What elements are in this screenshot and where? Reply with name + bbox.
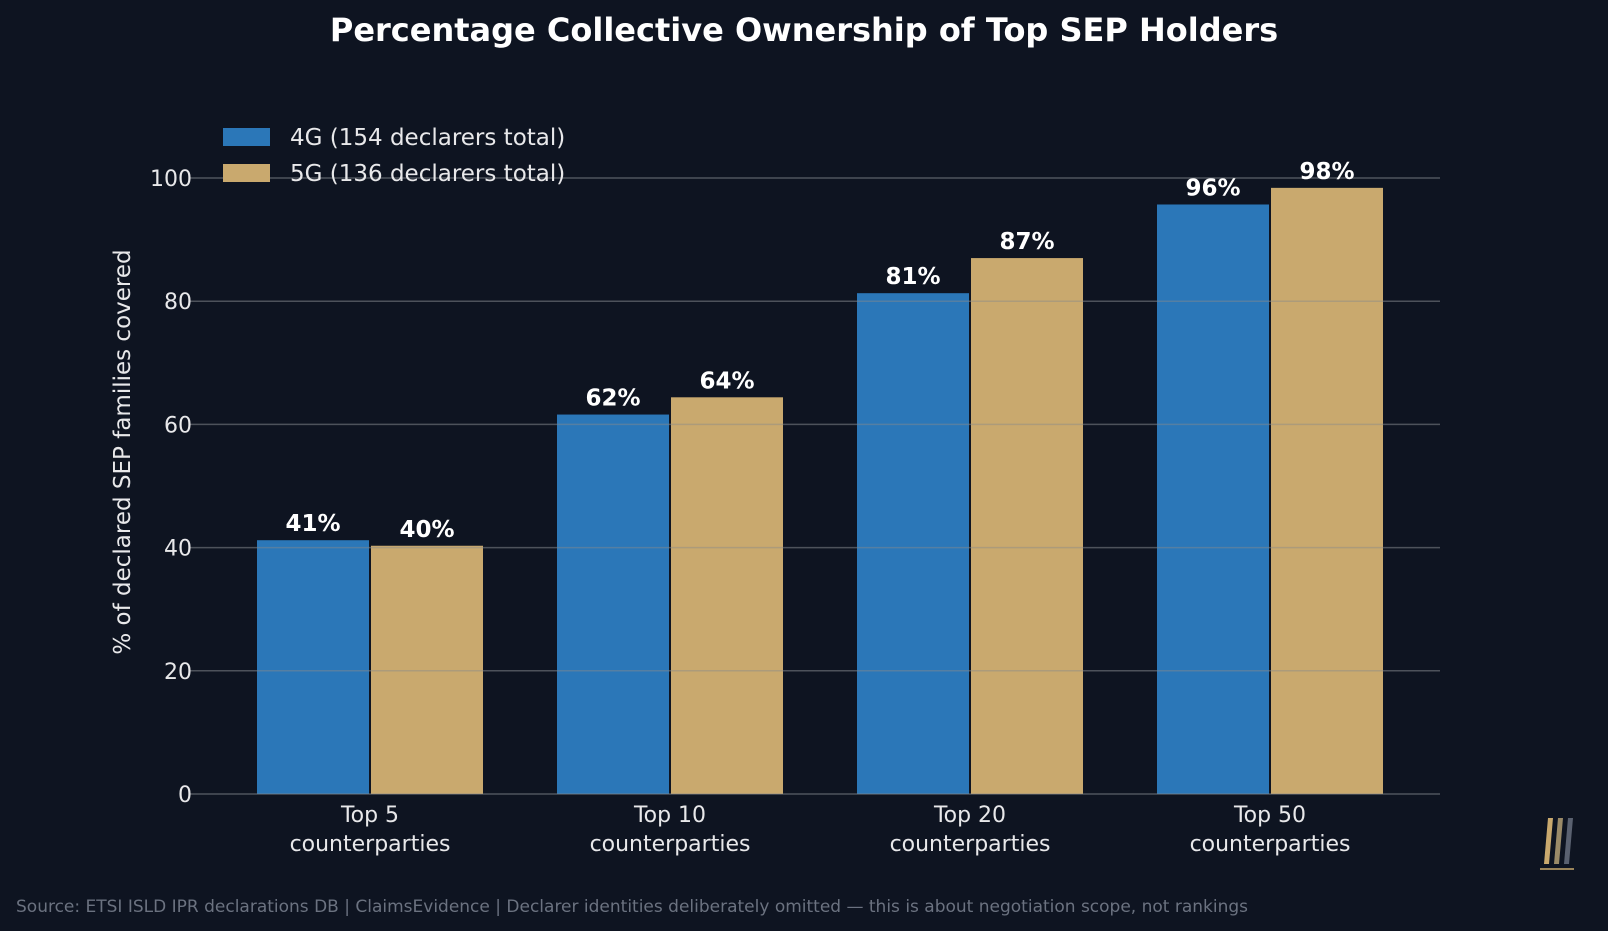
bar-4G-3 — [857, 293, 969, 794]
y-tick-label: 60 — [164, 413, 192, 438]
y-axis-label: % of declared SEP families covered — [110, 249, 136, 654]
legend-swatch-2 — [223, 164, 270, 182]
bar-5G-4 — [1271, 187, 1383, 794]
triple-bar-logo-icon — [1540, 818, 1574, 870]
bar-5G-3 — [971, 258, 1083, 795]
bars — [257, 187, 1383, 795]
y-tick-label: 0 — [178, 783, 192, 808]
x-tick-label: Top 5 — [340, 803, 399, 828]
x-tick-label: counterparties — [590, 832, 751, 857]
data-label-4G-4: 96% — [1185, 175, 1240, 201]
logo-bar-3 — [1564, 818, 1573, 864]
logo-bar-1 — [1544, 818, 1553, 864]
y-tick-labels: 0 20 40 60 80 100 — [150, 167, 192, 808]
bar-5G-2 — [671, 397, 783, 794]
data-label-5G-4: 98% — [1299, 159, 1354, 185]
data-label-5G-2: 64% — [699, 368, 754, 394]
chart-title: Percentage Collective Ownership of Top S… — [330, 11, 1278, 49]
bar-5G-1 — [371, 545, 483, 794]
x-tick-label: counterparties — [890, 832, 1051, 857]
x-tick-labels: Top 5 counterparties Top 10 counterparties T… — [290, 803, 1351, 857]
logo-bar-2 — [1554, 818, 1563, 864]
data-label-4G-2: 62% — [585, 386, 640, 412]
y-tick-label: 20 — [164, 660, 192, 685]
y-tick-label: 100 — [150, 167, 192, 192]
x-tick-label: counterparties — [1190, 832, 1351, 857]
source-footnote: Source: ETSI ISLD IPR declarations DB | … — [16, 897, 1248, 917]
bar-4G-2 — [557, 414, 669, 794]
bar-4G-1 — [257, 540, 369, 794]
legend: 4G (154 declarers total) 5G (136 declarer… — [223, 125, 565, 187]
data-label-5G-1: 40% — [399, 517, 454, 543]
x-tick-label: Top 50 — [1233, 803, 1306, 828]
x-tick-label: Top 20 — [933, 803, 1006, 828]
gridlines-overlay — [190, 177, 1440, 795]
x-tick-label: counterparties — [290, 832, 451, 857]
x-tick-label: Top 10 — [633, 803, 706, 828]
data-label-4G-1: 41% — [285, 511, 340, 537]
legend-label-1: 4G (154 declarers total) — [290, 125, 565, 151]
y-tick-label: 40 — [164, 537, 192, 562]
data-labels: 41% 40% 62% 64% 81% 87% 96% 98% — [285, 159, 1354, 543]
y-tick-label: 80 — [164, 290, 192, 315]
bar-4G-4 — [1157, 204, 1269, 794]
legend-label-2: 5G (136 declarers total) — [290, 161, 565, 187]
legend-swatch-1 — [223, 128, 270, 146]
data-label-4G-3: 81% — [885, 264, 940, 290]
data-label-5G-3: 87% — [999, 229, 1054, 255]
